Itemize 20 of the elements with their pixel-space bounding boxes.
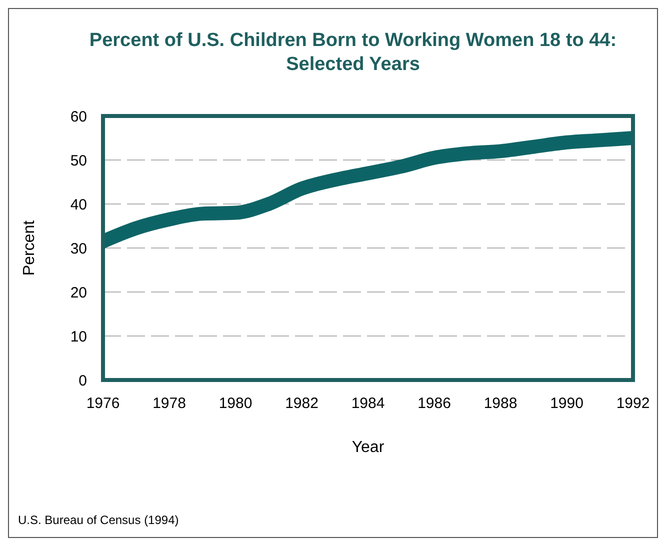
x-tick-label: 1982 <box>285 395 318 412</box>
x-tick-label: 1988 <box>484 395 518 412</box>
x-tick-label: 1986 <box>418 395 451 412</box>
x-axis-title: Year <box>352 439 385 456</box>
y-tick-label: 60 <box>70 108 87 126</box>
text: U.S. Bureau of Census (1994) <box>18 513 179 527</box>
y-tick-label: 20 <box>70 284 87 302</box>
y-tick-label: 0 <box>78 372 87 390</box>
x-tick-label: 1978 <box>152 395 186 412</box>
x-tick-label: 1992 <box>616 395 650 412</box>
x-tick-label: 1976 <box>86 395 120 412</box>
y-tick-label: 10 <box>70 328 87 346</box>
y-tick-label: 30 <box>70 240 87 258</box>
y-tick-label: 50 <box>70 152 87 170</box>
x-tick-label: 1984 <box>351 395 385 412</box>
y-axis-title: Percent <box>21 220 38 276</box>
y-tick-label: 40 <box>70 196 87 214</box>
x-tick-label: 1980 <box>218 395 252 412</box>
x-tick-label: 1990 <box>550 395 584 412</box>
chart-title: Percent of U.S. Children Born to Working Women 18 to 44: Selected Years <box>89 30 617 75</box>
